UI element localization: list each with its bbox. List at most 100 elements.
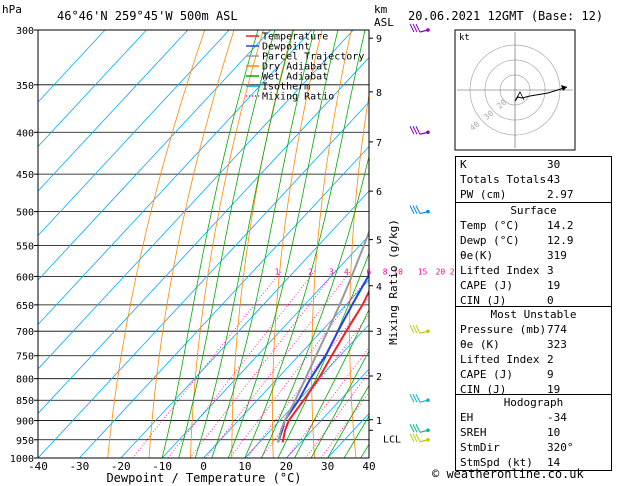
date-title: 20.06.2021 12GMT (Base: 12) bbox=[408, 9, 603, 23]
wind-barb-dot bbox=[426, 130, 430, 135]
wind-barb-flag bbox=[412, 324, 418, 334]
wind-barb-flag bbox=[412, 23, 418, 33]
mixing-ratio-line bbox=[132, 270, 283, 458]
mixing-ratio-line bbox=[189, 270, 337, 458]
mu-row: θe (K) 323 bbox=[460, 338, 567, 351]
km-tick-label: 4 bbox=[376, 282, 382, 293]
index-row-totals: Totals Totals 43 bbox=[460, 173, 561, 186]
mixing-ratio-line bbox=[246, 296, 369, 458]
mixing-ratio-label: 8 bbox=[383, 267, 388, 276]
surface-row: θe(K) 319 bbox=[460, 249, 567, 262]
dry-adiabat-line bbox=[148, 30, 235, 458]
wet-adiabat-line bbox=[277, 252, 369, 458]
dry-adiabat-line bbox=[349, 92, 369, 458]
surface-row: CIN (J) 0 bbox=[460, 294, 554, 307]
legend-label: Mixing Ratio bbox=[262, 92, 334, 103]
hodograph-panel: Hodograph EH -34 SREH 10 StmDir 320° StmSpd… bbox=[455, 394, 612, 471]
isotherm-line bbox=[120, 190, 369, 458]
pressure-tick-label: 300 bbox=[16, 26, 34, 37]
hodograph-table-title: Hodograph bbox=[503, 396, 564, 409]
wet-adiabat-line bbox=[161, 30, 259, 458]
mixing-ratio-label: 6 bbox=[366, 267, 371, 276]
isotherm-line bbox=[203, 279, 369, 458]
temp-tick-label: 40 bbox=[362, 460, 375, 473]
dry-adiabat-line bbox=[615, 30, 629, 458]
wind-barb bbox=[409, 205, 430, 215]
surface-row: Dewp (°C) 12.9 bbox=[460, 234, 574, 247]
wind-barb-flag bbox=[415, 324, 421, 334]
wind-barb-flag bbox=[412, 126, 418, 135]
wind-barb bbox=[409, 433, 430, 443]
wind-barb-dot bbox=[426, 398, 430, 403]
wind-barb-flag bbox=[409, 324, 415, 334]
mixing-ratio-line bbox=[286, 347, 369, 458]
mixing-ratio-line bbox=[205, 270, 352, 458]
wet-adiabat-line bbox=[310, 350, 369, 458]
temp-tick-label: 20 bbox=[280, 460, 293, 473]
pressure-tick-label: 600 bbox=[16, 272, 34, 283]
isotherm-line bbox=[286, 368, 369, 458]
temp-tick-label: -20 bbox=[111, 460, 131, 473]
dry-adiabat-line bbox=[311, 30, 352, 458]
hodograph-arrow bbox=[561, 85, 567, 91]
legend-label: Isotherm bbox=[262, 82, 310, 93]
isotherm-line bbox=[38, 30, 189, 192]
isotherm-line bbox=[38, 30, 271, 281]
indices-panel: K 30 Totals Totals 43 PW (cm) 2.97 bbox=[455, 156, 612, 203]
wind-barb-dot bbox=[426, 437, 430, 442]
pressure-tick-label: 700 bbox=[16, 327, 34, 338]
km-tick-label: 1 bbox=[376, 416, 382, 427]
surface-row: Temp (°C) 14.2 bbox=[460, 219, 574, 232]
pressure-tick-label: 650 bbox=[16, 301, 34, 312]
wet-adiabat-line bbox=[178, 30, 276, 458]
km-tick-label: 3 bbox=[376, 327, 382, 338]
isotherm-line bbox=[38, 57, 369, 415]
dry-adiabat-line bbox=[107, 30, 206, 458]
km-tick-label: 8 bbox=[376, 88, 382, 99]
wet-adiabat-line bbox=[211, 30, 315, 458]
mixing-ratio-axis-label: Mixing Ratio (g/kg) bbox=[387, 219, 400, 345]
pressure-tick-label: 400 bbox=[16, 128, 34, 139]
dry-adiabat-line bbox=[422, 30, 439, 458]
hodograph-trace bbox=[514, 86, 568, 102]
hodograph-storm bbox=[514, 91, 525, 102]
legend-label: Temperature bbox=[262, 32, 328, 43]
pressure-tick-label: 750 bbox=[16, 352, 34, 363]
wind-barb-flag bbox=[409, 394, 415, 403]
dry-adiabat-line bbox=[271, 30, 323, 458]
mixing-ratio-label: 3 bbox=[329, 267, 334, 276]
isotherm-line bbox=[38, 101, 369, 458]
km-tick-label: 7 bbox=[376, 138, 382, 149]
hpa-label: hPa bbox=[2, 3, 22, 16]
mixing-ratio-label: 15 bbox=[418, 267, 428, 276]
asl-label: ASL bbox=[374, 16, 394, 29]
series-dewpoint bbox=[277, 269, 369, 443]
x-axis-label: Dewpoint / Temperature (°C) bbox=[106, 471, 301, 485]
lcl-label: LCL bbox=[383, 434, 401, 445]
wind-barb-dot bbox=[426, 428, 430, 433]
series-parcel-trajectory bbox=[277, 229, 369, 443]
wind-barb-dot bbox=[426, 209, 430, 214]
wet-adiabat-line bbox=[194, 30, 294, 458]
wet-adiabat-line bbox=[227, 30, 339, 458]
plot-frame bbox=[37, 29, 370, 459]
pressure-tick-label: 500 bbox=[16, 208, 34, 219]
mixing-ratio-line bbox=[229, 275, 369, 458]
wind-barb-flag bbox=[415, 394, 421, 403]
wind-barb-flag bbox=[409, 23, 415, 33]
legend-label: Parcel Trajectory bbox=[262, 52, 364, 63]
wind-barb-flag bbox=[412, 394, 418, 403]
mu-row: Lifted Index 2 bbox=[460, 353, 554, 366]
mixing-ratio-label: 2 bbox=[308, 267, 313, 276]
mixing-ratio-label: 10 bbox=[393, 267, 403, 276]
series-temperature bbox=[281, 289, 369, 443]
wind-barb-flag bbox=[415, 205, 421, 214]
hodo-row: StmDir 320° bbox=[460, 441, 574, 454]
km-tick-label: 5 bbox=[376, 236, 382, 247]
pressure-tick-label: 1000 bbox=[10, 454, 34, 465]
surface-row: Lifted Index 3 bbox=[460, 264, 554, 277]
wind-barb bbox=[409, 23, 430, 33]
temp-tick-label: -40 bbox=[28, 460, 48, 473]
wind-barb-flag bbox=[412, 424, 418, 433]
